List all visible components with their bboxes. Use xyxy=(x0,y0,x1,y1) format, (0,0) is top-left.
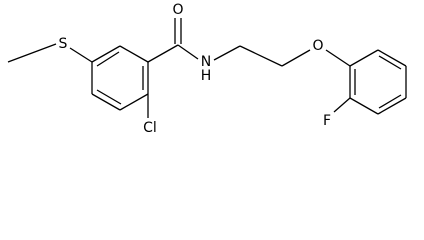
atom-label: F xyxy=(323,113,331,129)
atom-label: Cl xyxy=(143,120,157,136)
atom-label: N xyxy=(201,54,211,70)
molecule-diagram: S O N H O Cl F xyxy=(7,2,407,136)
bonds xyxy=(7,18,407,118)
atom-label: O xyxy=(172,2,183,18)
atom-label: S xyxy=(59,36,68,52)
atom-label: O xyxy=(312,38,323,54)
atom-labels: S O N H O Cl F xyxy=(59,2,331,136)
atom-label: H xyxy=(201,68,212,84)
